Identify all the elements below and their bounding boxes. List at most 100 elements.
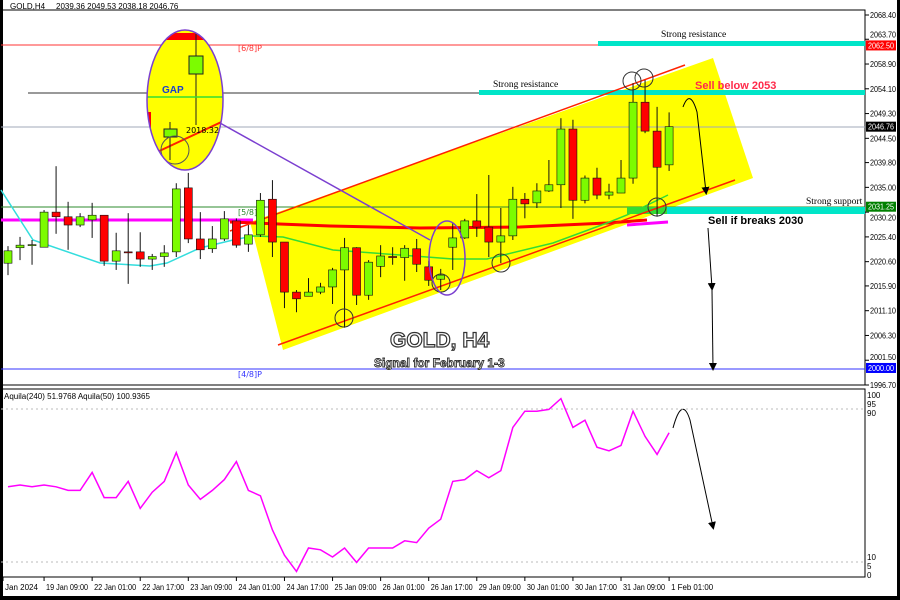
candle (604, 183, 614, 200)
candle (280, 241, 289, 309)
candle-body (304, 291, 313, 297)
candle (27, 239, 37, 265)
candle (15, 236, 25, 261)
candle-body (604, 191, 614, 196)
y-tick-label: 2030.20 (870, 214, 896, 223)
candle (388, 247, 397, 265)
candle-body (159, 252, 169, 257)
x-tick-label: 31 Jan 09:00 (623, 583, 665, 592)
candle (376, 245, 385, 278)
candle (244, 225, 253, 252)
level-6-8-label: [6/8]P (238, 44, 262, 53)
price-tag (866, 121, 896, 132)
candle-body (196, 238, 205, 251)
y-tick-label: 2020.60 (870, 258, 896, 267)
candle (412, 238, 421, 272)
candle (328, 267, 337, 304)
strong-resistance-band-mid (479, 90, 865, 95)
gap-label: GAP (162, 85, 184, 96)
candle (123, 213, 133, 284)
candle (436, 268, 446, 291)
x-tick-label: 1 Feb 01:00 (671, 583, 714, 592)
candle-body (532, 190, 542, 204)
candle (364, 260, 373, 300)
candle-body (376, 255, 385, 267)
candle (628, 83, 638, 184)
gap-highlight-ellipse (428, 220, 466, 296)
price-tag-label: 2000.00 (868, 364, 894, 373)
candle (508, 186, 518, 240)
projection-arrow-1 (682, 98, 710, 195)
candle-body (340, 247, 349, 271)
window-left-border (0, 0, 3, 600)
candle (340, 237, 349, 328)
candle-body (556, 128, 566, 186)
candle (220, 211, 229, 242)
candle (196, 212, 205, 260)
y-tick-label: 2006.30 (870, 331, 896, 340)
touch-circle (647, 197, 667, 217)
candle (532, 183, 542, 208)
x-tick-label: 30 Jan 01:00 (527, 583, 569, 592)
y-tick-label: 2049.30 (870, 110, 896, 119)
candle (208, 226, 217, 253)
price-tag-label: 2062.50 (868, 41, 894, 50)
candle-body (520, 198, 530, 205)
projection-arrow-3 (708, 289, 717, 371)
price-tag (866, 201, 896, 212)
oscillator-line (7, 397, 670, 573)
osc-tick-label: 5 (867, 562, 872, 571)
candle-body (472, 220, 482, 228)
support-band-highlight (627, 207, 667, 214)
touch-circle (334, 308, 354, 328)
candle-body (448, 237, 458, 248)
level-4-8-label: [4/8]P (238, 370, 262, 379)
chart-title: GOLD, H4 (390, 329, 489, 352)
price-tag-label: 2046.76 (868, 123, 894, 132)
candle-body (544, 184, 554, 192)
candle (75, 213, 85, 228)
candle (135, 232, 145, 267)
candle (568, 119, 578, 219)
y-tick-label: 2039.80 (870, 159, 896, 168)
candle (292, 290, 301, 313)
gap-price-label: 2018.32 (186, 126, 219, 135)
y-tick-label: 2035.00 (870, 183, 896, 192)
candle (616, 160, 626, 194)
candle-body (220, 218, 229, 240)
candle-body (27, 244, 37, 246)
y-tick-label: 2063.70 (870, 30, 896, 39)
candle-body (364, 261, 373, 296)
candle-body (135, 251, 145, 260)
candle-body (39, 211, 49, 248)
candle-body (244, 234, 253, 245)
level-5-8-label: [5/8]P (238, 208, 262, 217)
candle (304, 278, 313, 297)
candle (316, 282, 325, 295)
candle-body (87, 214, 97, 221)
candle-body (316, 286, 325, 293)
candle-body (484, 226, 494, 243)
time-axis: Jan 2024 19 Jan 09:00 22 Jan 01:00 22 Jan 1… (2, 577, 714, 592)
touch-circle (431, 273, 451, 293)
y-tick-label: 2001.50 (870, 353, 896, 362)
x-tick-label: 29 Jan 09:00 (479, 583, 521, 592)
candle (171, 183, 181, 258)
candle-body (256, 199, 265, 236)
candle (3, 246, 13, 276)
inset-border (146, 29, 224, 171)
candle-body (232, 220, 241, 246)
candle-body (412, 248, 421, 265)
candle (51, 166, 61, 234)
candle (352, 247, 361, 306)
candle-body (99, 214, 109, 262)
candle (472, 194, 482, 237)
candle (592, 167, 602, 200)
candle (580, 175, 590, 204)
x-tick-label: 23 Jan 09:00 (190, 583, 232, 592)
candle-body (63, 216, 73, 226)
y-tick-label: 1996.70 (870, 381, 896, 390)
projection-arrow-2 (707, 227, 716, 291)
